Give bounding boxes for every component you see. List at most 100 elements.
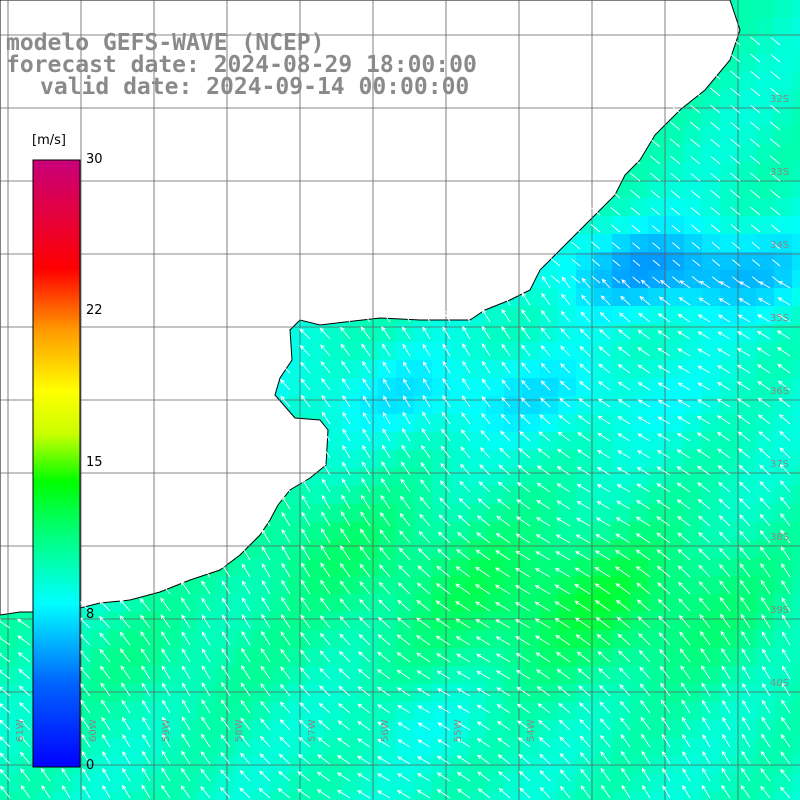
wind-arrow	[741, 733, 751, 748]
wind-arrow	[119, 648, 131, 663]
forecast-date: forecast date: 2024-08-29 18:00:00	[6, 52, 477, 78]
wind-arrow	[717, 465, 731, 476]
wind-arrow	[340, 528, 351, 544]
wind-arrow	[181, 682, 191, 697]
wind-arrow	[340, 326, 351, 340]
wind-arrow	[181, 648, 191, 663]
wind-arrow	[741, 767, 751, 782]
wind-arrow	[617, 450, 631, 459]
wind-arrow	[741, 716, 751, 731]
wind-arrow	[436, 772, 451, 782]
wind-arrow	[301, 528, 311, 544]
wind-arrow	[594, 583, 611, 595]
wind-arrow	[711, 241, 721, 250]
wind-arrow	[380, 477, 391, 493]
wind-arrow	[495, 532, 511, 544]
wind-arrow	[656, 516, 671, 527]
wind-arrow	[498, 787, 511, 799]
wind-arrow	[661, 733, 671, 748]
wind-arrow	[614, 549, 631, 561]
wind-arrow	[540, 362, 551, 374]
wind-arrow	[600, 751, 611, 765]
wind-arrow	[361, 343, 371, 357]
wind-arrow	[340, 545, 351, 561]
wind-arrow	[617, 633, 631, 646]
wind-arrow	[770, 104, 781, 114]
wind-arrow	[761, 699, 771, 714]
wind-arrow	[538, 736, 551, 748]
wind-arrow	[521, 309, 531, 323]
wind-arrow	[750, 36, 761, 46]
wind-arrow	[599, 328, 611, 340]
wind-arrow	[570, 241, 581, 250]
wind-arrow	[558, 414, 571, 425]
wind-arrow	[403, 378, 411, 391]
wind-arrow	[397, 773, 411, 782]
wind-arrow	[661, 716, 671, 731]
wind-arrow	[437, 688, 451, 697]
wind-arrow	[515, 669, 531, 680]
wind-arrow	[711, 276, 721, 284]
wind-arrow	[475, 566, 491, 578]
wind-arrow	[497, 754, 511, 765]
wind-arrow	[121, 716, 131, 731]
wind-arrow	[698, 581, 711, 595]
wind-arrow	[702, 734, 711, 748]
wind-arrow	[181, 665, 191, 680]
wind-arrow	[676, 449, 691, 459]
wind-arrow	[678, 581, 691, 595]
wind-arrow	[710, 138, 721, 148]
wind-arrow	[574, 550, 591, 561]
wind-arrow	[99, 665, 111, 680]
wind-arrow	[241, 546, 251, 561]
wind-arrow	[560, 310, 571, 323]
wind-arrow	[540, 380, 551, 391]
wind-arrow	[477, 771, 491, 782]
wind-arrow	[556, 448, 571, 459]
wind-arrow	[620, 717, 631, 731]
wind-arrow	[534, 601, 551, 612]
wind-arrow	[481, 412, 491, 425]
wind-arrow	[220, 699, 231, 714]
wind-arrow	[519, 787, 531, 799]
wind-arrow	[498, 464, 511, 476]
wind-arrow	[379, 511, 391, 527]
wind-arrow	[779, 480, 791, 493]
wind-arrow	[640, 279, 651, 289]
wind-arrow	[301, 478, 311, 493]
wind-arrow	[402, 411, 411, 425]
wind-arrow	[377, 773, 391, 782]
lat-label: 38S	[770, 532, 790, 543]
wind-arrow	[442, 309, 451, 323]
wind-arrow	[142, 750, 151, 765]
wind-arrow	[361, 477, 371, 493]
wind-arrow	[476, 687, 491, 697]
wind-arrow	[730, 224, 741, 233]
wind-arrow	[102, 784, 111, 799]
wind-arrow	[771, 259, 781, 267]
wind-arrow	[181, 631, 191, 646]
wind-arrow	[660, 699, 671, 714]
wind-arrow	[576, 651, 591, 663]
wind-arrow	[279, 701, 291, 714]
wind-arrow	[336, 755, 351, 765]
wind-arrow	[752, 276, 761, 284]
wind-arrow	[737, 414, 751, 425]
wind-arrow	[759, 480, 771, 493]
wind-arrow	[717, 381, 731, 391]
wind-arrow	[459, 480, 471, 493]
wind-arrow	[710, 189, 721, 199]
wind-arrow	[456, 771, 471, 782]
wind-arrow	[141, 665, 151, 680]
wind-arrow	[718, 547, 731, 561]
wind-arrow	[181, 750, 191, 765]
wind-arrow	[280, 613, 291, 629]
wind-arrow	[121, 682, 131, 697]
wind-arrow	[760, 579, 771, 595]
wind-arrow	[297, 753, 311, 765]
wind-arrow	[697, 365, 711, 374]
wind-arrow	[281, 579, 291, 595]
wind-arrow	[461, 412, 471, 425]
wind-arrow	[778, 280, 791, 289]
